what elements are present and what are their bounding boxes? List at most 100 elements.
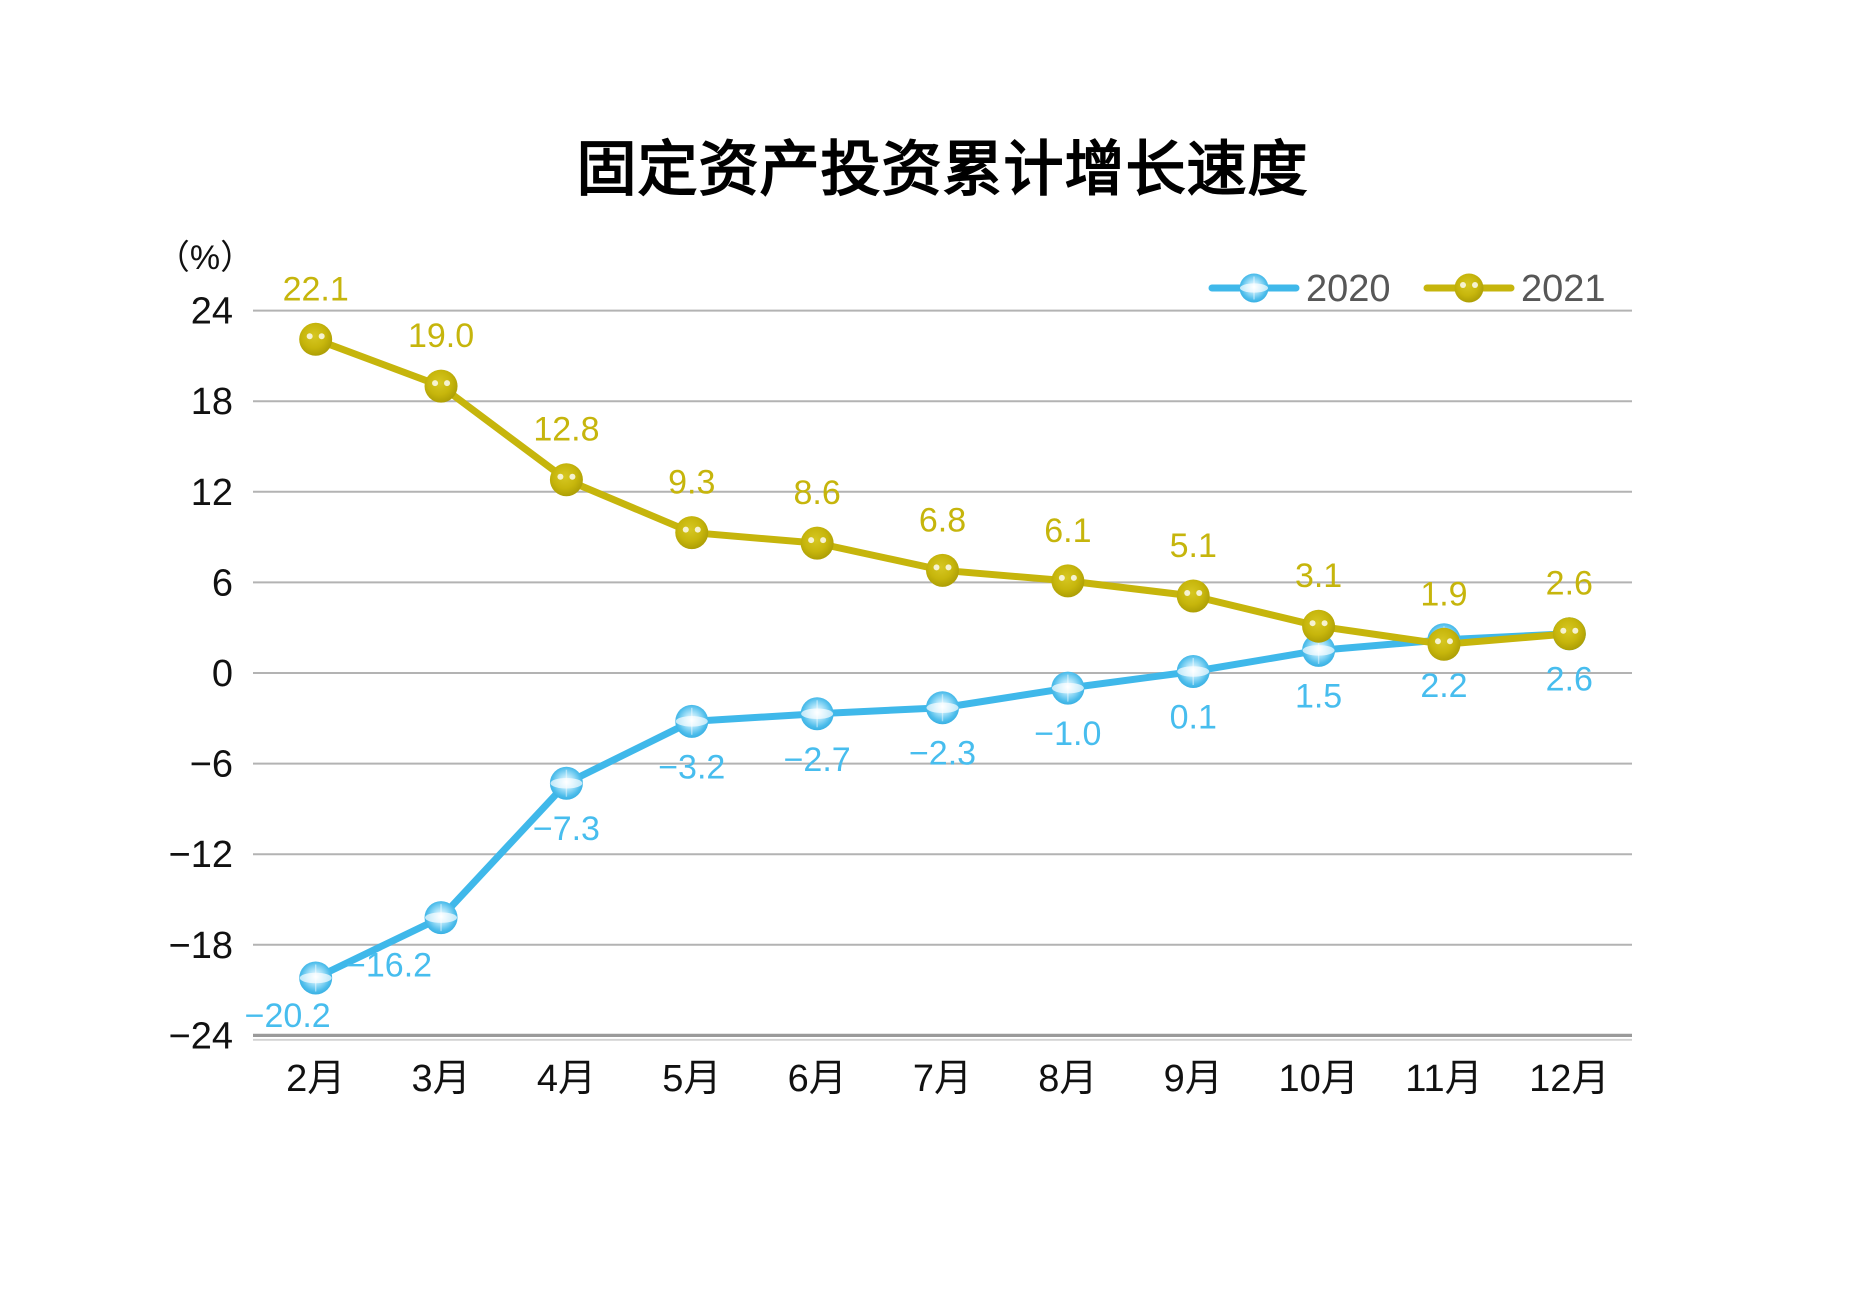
data-point-marker [800, 526, 834, 560]
y-tick-label: 24 [191, 291, 233, 333]
data-label-2021: 19.0 [408, 317, 474, 355]
data-point-marker [1427, 627, 1461, 661]
marker-shine [1177, 666, 1210, 677]
marker-shine [808, 537, 815, 544]
series-2020: −20.2 −16.2 −7.3 −3.2 −2.7 −2.3 −1.0 0.1 1.5 2.2 2… [245, 617, 1593, 1035]
data-label-2021: 12.8 [533, 411, 599, 449]
data-point-marker [1454, 273, 1484, 303]
y-tick-label: −18 [169, 925, 233, 967]
marker-shine [694, 526, 701, 533]
y-axis-unit-label: （%） [155, 239, 255, 277]
y-tick-label: −12 [169, 834, 233, 876]
data-point-marker [675, 516, 709, 550]
legend-label: 2020 [1306, 268, 1391, 310]
data-label-2020: −1.0 [1034, 715, 1101, 753]
marker-shine [569, 473, 576, 480]
marker-shine [820, 537, 827, 544]
data-label-2020: 2.6 [1546, 661, 1593, 699]
marker-shine [1560, 627, 1567, 634]
data-point-marker [1302, 609, 1336, 643]
data-point-marker [424, 369, 458, 403]
marker-shine [1184, 589, 1191, 596]
marker-shine [306, 333, 313, 340]
data-label-2020: −16.2 [346, 947, 432, 985]
marker-shine [1051, 682, 1084, 694]
data-label-2020: 2.2 [1420, 667, 1467, 705]
x-tick-label: 6月 [788, 1058, 847, 1100]
x-tick-label: 8月 [1038, 1058, 1097, 1100]
marker-shine [926, 702, 959, 714]
data-label-2021: 2.6 [1546, 565, 1593, 603]
marker-shine [425, 912, 458, 923]
x-tick-label: 2月 [286, 1058, 345, 1100]
marker-shine [1196, 589, 1203, 596]
data-label-2020: −2.7 [784, 741, 851, 779]
marker-shine [1434, 638, 1441, 645]
marker-shine [933, 564, 940, 571]
series-2021: 22.1 19.0 12.8 9.3 8.6 6.8 6.1 5.1 3.1 1.9 2.6 [283, 270, 1593, 661]
y-tick-label: 6 [212, 562, 233, 604]
marker-shine [945, 564, 952, 571]
marker-shine [1321, 620, 1328, 627]
data-point-marker [1176, 579, 1210, 613]
data-point-marker [926, 553, 959, 587]
marker-shine [557, 473, 564, 480]
marker-shine [1472, 282, 1478, 288]
marker-shine [1309, 620, 1316, 627]
marker-shine [1058, 574, 1065, 581]
y-tick-label: 0 [212, 653, 233, 695]
x-tick-label: 5月 [662, 1058, 721, 1100]
legend-item-2020: 2020 [1208, 268, 1391, 310]
chart-title: 固定资产投资累计增长速度 [576, 137, 1309, 203]
marker-shine [801, 708, 834, 720]
data-point-marker [1552, 617, 1586, 651]
y-tick-label: −24 [169, 1015, 233, 1057]
x-tick-label: 4月 [537, 1058, 596, 1100]
data-label-2021: 8.6 [794, 474, 841, 512]
data-label-2021: 9.3 [668, 464, 715, 502]
data-label-2021: 5.1 [1170, 527, 1217, 565]
data-label-2021: 1.9 [1420, 575, 1467, 613]
marker-shine [1446, 638, 1453, 645]
data-point-marker [549, 463, 583, 497]
marker-shine [1070, 574, 1077, 581]
legend-item-2021: 2021 [1423, 268, 1606, 310]
x-tick-label: 3月 [411, 1058, 470, 1100]
marker-shine [675, 716, 708, 727]
marker-shine [432, 380, 439, 387]
data-label-2021: 3.1 [1295, 557, 1342, 595]
data-point-marker [1051, 564, 1085, 598]
marker-shine [1460, 282, 1466, 288]
x-tick-label: 7月 [913, 1058, 972, 1100]
marker-shine [318, 333, 325, 340]
legend: 2020 2021 [1208, 268, 1606, 310]
data-label-2020: −2.3 [909, 735, 976, 773]
x-tick-label: 9月 [1164, 1058, 1223, 1100]
marker-shine [1239, 283, 1269, 293]
data-label-2020: −3.2 [658, 748, 725, 786]
marker-shine [299, 972, 332, 984]
x-tick-label: 11月 [1405, 1058, 1482, 1100]
y-tick-label: −6 [190, 744, 233, 786]
data-label-2020: 1.5 [1295, 677, 1342, 715]
marker-shine [550, 777, 583, 789]
data-label-2020: −7.3 [533, 810, 600, 848]
x-tick-label: 12月 [1529, 1058, 1609, 1100]
marker-shine [1302, 645, 1335, 656]
data-point-marker [299, 322, 333, 356]
legend-label: 2021 [1521, 268, 1606, 310]
y-tick-label: 12 [191, 472, 233, 514]
data-label-2021: 6.8 [919, 501, 966, 539]
data-label-2021: 6.1 [1044, 512, 1091, 550]
data-label-2020: −20.2 [245, 997, 331, 1035]
series-line-2020 [312, 630, 1573, 982]
y-tick-label: 18 [191, 381, 233, 423]
marker-shine [682, 526, 689, 533]
data-label-2020: 0.1 [1170, 698, 1217, 736]
marker-shine [1572, 627, 1579, 634]
data-label-2021: 22.1 [283, 270, 349, 308]
marker-shine [444, 380, 451, 387]
x-tick-label: 10月 [1278, 1058, 1358, 1100]
